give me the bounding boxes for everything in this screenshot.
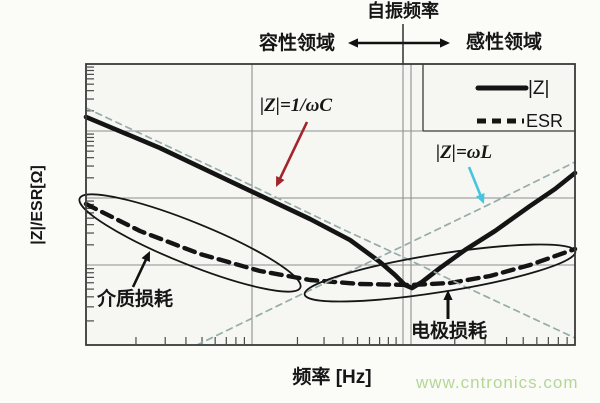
y-axis-label: |Z|/ESR[Ω] [28, 165, 46, 245]
plot-border [85, 63, 576, 346]
dielectric-loss-label: 介质损耗 [97, 289, 174, 310]
dielectric-loss-arrow-shaft [131, 255, 149, 288]
plot-background [86, 64, 575, 345]
curve-zlasymptote [196, 161, 576, 346]
legend-label-z: |Z| [528, 78, 550, 99]
region-double-arrow-head [440, 38, 450, 48]
legend-label-esr: ESR [526, 111, 564, 131]
watermark-text: www.cntronics.com [416, 373, 579, 392]
capacitive-formula-arrow-shaft [277, 121, 309, 183]
electrode-loss-label: 电极损耗 [411, 321, 488, 342]
capacitive-region-label: 容性领域 [258, 33, 335, 54]
inductive-formula-label: |Z|=ωL [436, 142, 493, 163]
electrode-loss-arrow-head [443, 290, 453, 300]
dielectric-loss-arrow-head [141, 251, 150, 263]
inductive-formula-arrow-head [475, 193, 485, 204]
inductive-region-label: 感性领域 [465, 32, 542, 53]
x-axis-label: 频率 [Hz] [292, 367, 372, 388]
self-resonance-label: 自振频率 [367, 1, 439, 21]
region-double-arrow-head [348, 38, 358, 48]
inductive-formula-arrow-shaft [467, 166, 483, 199]
dielectric-loss-ellipse [78, 193, 302, 293]
capacitive-formula-label: |Z|=1/ωC [260, 95, 332, 116]
curve-zcasymptote [85, 107, 576, 339]
curve-esr [83, 201, 578, 288]
capacitive-formula-arrow-head [276, 175, 285, 187]
